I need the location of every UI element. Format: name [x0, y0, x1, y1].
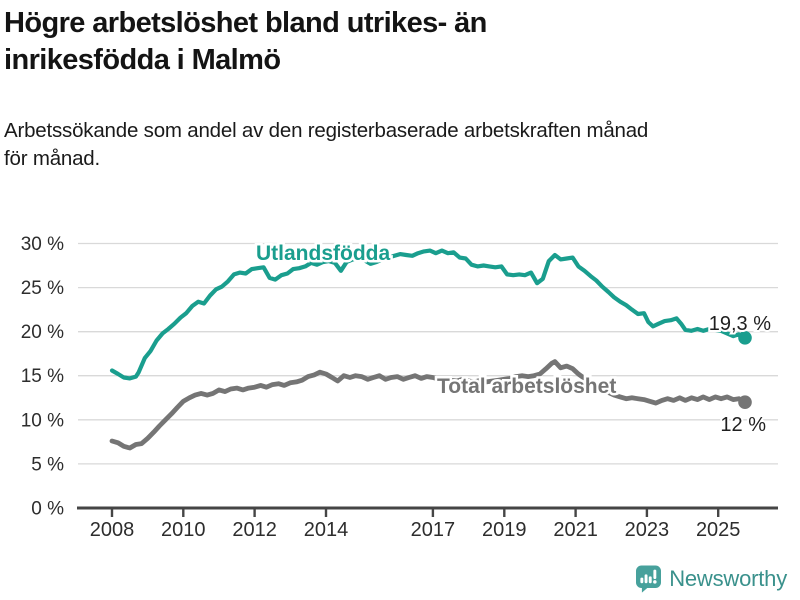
page-title: Högre arbetslöshet bland utrikes- än inr… [4, 7, 487, 76]
brand-name: Newsworthy [669, 566, 787, 591]
total-arbetsloshet-series-label: Total arbetslöshet [437, 375, 616, 398]
y-tick-label-20: 20 % [21, 322, 64, 343]
total-arbetsloshet-end-value-label: 12 % [720, 414, 766, 436]
x-tick-label-2017: 2017 [411, 519, 456, 541]
x-tick-label-2023: 2023 [625, 519, 670, 541]
x-tick-label-2025: 2025 [696, 519, 741, 541]
y-tick-label-30: 30 % [21, 234, 64, 255]
x-tick-label-2019: 2019 [482, 519, 527, 541]
x-tick-label-2010: 2010 [161, 519, 206, 541]
x-tick-label-2014: 2014 [304, 519, 349, 541]
logo-bar-3 [648, 576, 652, 584]
utlandsfodda-end-dot [738, 331, 752, 345]
y-tick-label-15: 15 % [21, 366, 64, 387]
x-tick-label-2021: 2021 [553, 519, 598, 541]
x-tick-label-2012: 2012 [232, 519, 277, 541]
brand-footer: Newsworthy [635, 565, 787, 593]
logo-exclamation-dot [653, 580, 657, 584]
total-arbetsloshet-end-dot [738, 395, 752, 410]
utlandsfodda-series-label: Utlandsfödda [256, 242, 390, 265]
total-arbetsloshet-line [109, 359, 748, 451]
speech-bubble-shape [636, 565, 662, 593]
logo-bar-1 [640, 577, 644, 584]
logo-exclamation-stem [653, 569, 657, 579]
y-tick-label-5: 5 % [31, 454, 64, 475]
logo-bar-2 [644, 574, 648, 584]
utlandsfodda-line [109, 248, 748, 381]
newsworthy-logo-icon [636, 565, 662, 593]
y-tick-label-10: 10 % [21, 410, 64, 431]
utlandsfodda-end-value-label: 19,3 % [709, 313, 771, 335]
y-tick-label-0: 0 % [31, 499, 64, 520]
x-tick-label-2008: 2008 [90, 519, 135, 541]
page-subtitle: Arbetssökande som andel av den registerb… [4, 119, 649, 171]
y-tick-label-25: 25 % [21, 278, 64, 299]
